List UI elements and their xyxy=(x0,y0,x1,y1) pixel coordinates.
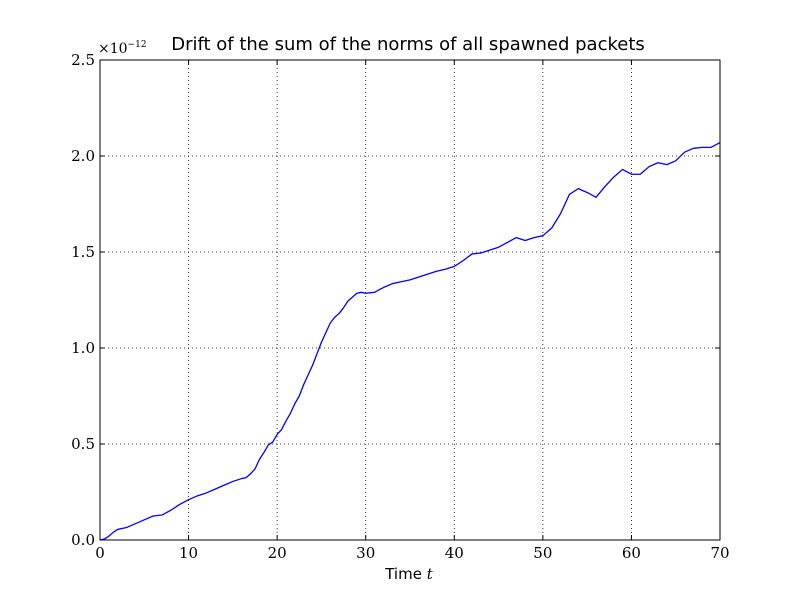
y-tick-label: 0.0 xyxy=(71,531,95,549)
series-line xyxy=(99,141,721,541)
x-axis-label-text: Time xyxy=(384,565,422,583)
chart-title: Drift of the sum of the norms of all spa… xyxy=(171,34,645,55)
y-offset-exponent: −12 xyxy=(128,40,147,50)
plot-area-frame xyxy=(99,59,721,541)
x-axis-label-variable: t xyxy=(427,565,434,583)
x-tick-label: 10 xyxy=(179,544,198,562)
y-offset-base: ×10 xyxy=(98,41,128,57)
x-tick-label: 50 xyxy=(533,544,552,562)
x-tick-label: 30 xyxy=(356,544,375,562)
y-tick-label: 2.5 xyxy=(71,51,95,69)
x-tick-labels: 0 10 20 30 40 50 60 70 xyxy=(95,544,729,562)
x-tick-label: 70 xyxy=(710,544,729,562)
series-layer xyxy=(99,141,721,541)
x-tick-label: 20 xyxy=(268,544,287,562)
y-tick-label: 0.5 xyxy=(71,435,95,453)
y-tick-label: 1.0 xyxy=(71,339,95,357)
grid-lines xyxy=(100,60,720,540)
x-tick-label: 40 xyxy=(445,544,464,562)
axis-ticks xyxy=(99,59,721,541)
x-tick-label: 0 xyxy=(95,544,105,562)
x-axis-label: Time t xyxy=(384,565,434,583)
y-tick-label: 1.5 xyxy=(71,243,95,261)
y-tick-label: 2.0 xyxy=(71,147,95,165)
x-tick-label: 60 xyxy=(622,544,641,562)
y-axis-offset-label: ×10−12 xyxy=(98,40,147,57)
y-tick-labels: 0.0 0.5 1.0 1.5 2.0 2.5 xyxy=(71,51,95,549)
